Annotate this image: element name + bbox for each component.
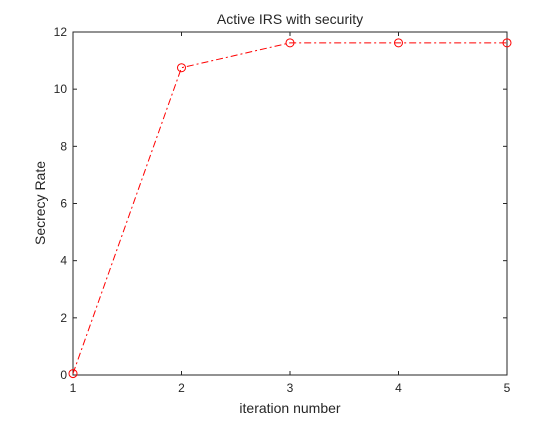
data-point [502, 38, 512, 48]
x-tick-label: 5 [504, 381, 511, 395]
y-tick-label: 6 [60, 197, 67, 211]
chart-title: Active IRS with security [217, 11, 363, 27]
x-tick-label: 4 [395, 381, 402, 395]
data-point [68, 369, 78, 379]
x-axis-ticks: 1 2 3 4 5 [70, 32, 511, 395]
y-tick-label: 8 [60, 139, 67, 153]
x-axis-label: iteration number [239, 400, 341, 416]
data-point [177, 63, 186, 73]
series-layer [68, 38, 512, 379]
data-point [285, 38, 295, 48]
series-line [72, 42, 507, 374]
y-tick-label: 4 [60, 254, 67, 268]
y-tick-label: 2 [60, 311, 67, 325]
data-point [394, 38, 403, 48]
x-tick-label: 3 [287, 381, 294, 395]
x-tick-label: 1 [70, 381, 77, 395]
x-tick-label: 2 [178, 381, 185, 395]
y-tick-label: 10 [54, 82, 68, 96]
y-tick-label: 0 [60, 368, 67, 382]
y-axis-label: Secrecy Rate [32, 161, 48, 245]
plot-area [72, 31, 508, 376]
y-tick-label: 12 [54, 25, 68, 39]
